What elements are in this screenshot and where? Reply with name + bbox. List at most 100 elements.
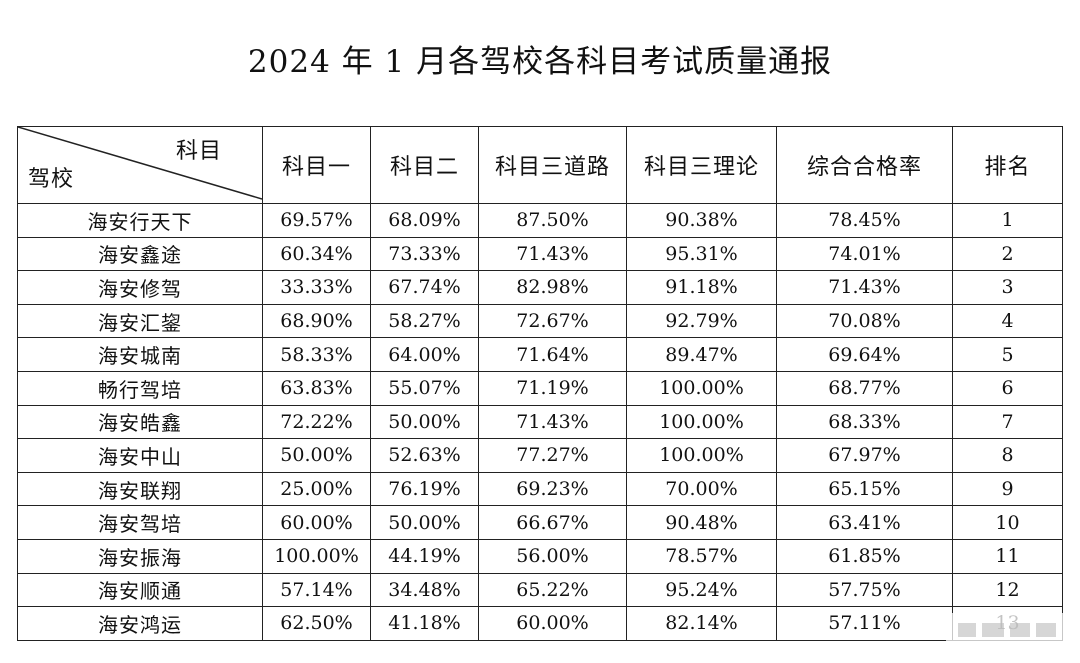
pass-rate-cell: 70.00% <box>626 471 777 507</box>
column-header: 科目二 <box>370 126 479 204</box>
school-name-cell: 海安皓鑫 <box>17 404 263 440</box>
pass-rate-cell: 60.00% <box>478 606 627 641</box>
column-header: 科目一 <box>262 126 371 204</box>
header-row: 科目 驾校 科目一 科目二 科目三道路 科目三理论 综合合格率 排名 <box>17 126 1063 204</box>
column-header: 排名 <box>952 126 1063 204</box>
pass-rate-cell: 87.50% <box>478 203 627 238</box>
pass-rate-cell: 63.83% <box>262 370 371 406</box>
pass-rate-cell: 58.33% <box>262 337 371 372</box>
pass-rate-cell: 78.57% <box>626 538 777 574</box>
school-name-cell: 海安顺通 <box>17 572 263 608</box>
pass-rate-cell: 90.38% <box>626 203 777 238</box>
school-name-cell: 海安行天下 <box>17 203 263 238</box>
pass-rate-cell: 52.63% <box>370 438 479 473</box>
pass-rate-cell: 90.48% <box>626 505 777 540</box>
pass-rate-cell: 66.67% <box>478 505 627 540</box>
pass-rate-cell: 50.00% <box>262 438 371 473</box>
pass-rate-cell: 91.18% <box>626 270 777 305</box>
pass-rate-cell: 78.45% <box>776 203 953 238</box>
table-row: 海安城南 58.33% 64.00% 71.64% 89.47% 69.64% 5 <box>17 337 1063 372</box>
pass-rate-cell: 68.33% <box>776 404 953 440</box>
rank-cell: 5 <box>952 337 1063 372</box>
school-name-cell: 海安汇鋆 <box>17 303 263 339</box>
pass-rate-cell: 63.41% <box>776 505 953 540</box>
pass-rate-cell: 41.18% <box>370 606 479 641</box>
page-title: 2024 年 1 月各驾校各科目考试质量通报 <box>247 44 833 80</box>
column-header: 科目三理论 <box>626 126 777 204</box>
rank-cell: 4 <box>952 303 1063 339</box>
table-row: 海安修驾 33.33% 67.74% 82.98% 91.18% 71.43% 3 <box>17 270 1063 305</box>
pass-rate-cell: 44.19% <box>370 538 479 574</box>
pass-rate-cell: 34.48% <box>370 572 479 608</box>
corner-school-label: 驾校 <box>28 167 75 192</box>
table-row: 海安中山 50.00% 52.63% 77.27% 100.00% 67.97% 8 <box>17 438 1063 473</box>
rank-cell: 10 <box>952 505 1063 540</box>
pass-rate-cell: 50.00% <box>370 404 479 440</box>
table-row: 海安驾培 60.00% 50.00% 66.67% 90.48% 63.41% 10 <box>17 505 1063 540</box>
table-row: 海安鑫途 60.34% 73.33% 71.43% 95.31% 74.01% 2 <box>17 236 1063 272</box>
pass-rate-cell: 82.14% <box>626 606 777 641</box>
pass-rate-cell: 95.31% <box>626 236 777 272</box>
pass-rate-cell: 71.19% <box>478 370 627 406</box>
school-name-cell: 海安中山 <box>17 438 263 473</box>
rank-cell: 11 <box>952 538 1063 574</box>
pass-rate-cell: 55.07% <box>370 370 479 406</box>
pass-rate-cell: 50.00% <box>370 505 479 540</box>
pass-rate-cell: 72.67% <box>478 303 627 339</box>
table-row: 海安汇鋆 68.90% 58.27% 72.67% 92.79% 70.08% 4 <box>17 303 1063 339</box>
pass-rate-cell: 100.00% <box>626 438 777 473</box>
pass-rate-cell: 62.50% <box>262 606 371 641</box>
school-name-cell: 海安城南 <box>17 337 263 372</box>
table-row: 海安振海 100.00% 44.19% 56.00% 78.57% 61.85% 11 <box>17 538 1063 574</box>
table-row: 海安皓鑫 72.22% 50.00% 71.43% 100.00% 68.33% 7 <box>17 404 1063 440</box>
pass-rate-cell: 58.27% <box>370 303 479 339</box>
rank-cell: 1 <box>952 203 1063 238</box>
diagonal-divider <box>18 127 262 200</box>
school-name-cell: 畅行驾培 <box>17 370 263 406</box>
pass-rate-cell: 77.27% <box>478 438 627 473</box>
pass-rate-cell: 71.43% <box>478 236 627 272</box>
school-name-cell: 海安振海 <box>17 538 263 574</box>
pass-rate-cell: 71.43% <box>478 404 627 440</box>
results-table: 科目 驾校 科目一 科目二 科目三道路 科目三理论 综合合格率 排名 海安行天下… <box>17 126 1063 641</box>
column-header: 科目三道路 <box>478 126 627 204</box>
pass-rate-cell: 65.22% <box>478 572 627 608</box>
pass-rate-cell: 73.33% <box>370 236 479 272</box>
pass-rate-cell: 64.00% <box>370 337 479 372</box>
pass-rate-cell: 69.57% <box>262 203 371 238</box>
corner-header-cell: 科目 驾校 <box>17 126 263 204</box>
school-name-cell: 海安联翔 <box>17 471 263 507</box>
corner-subject-label: 科目 <box>175 139 222 164</box>
pass-rate-cell: 57.14% <box>262 572 371 608</box>
table-row: 畅行驾培 63.83% 55.07% 71.19% 100.00% 68.77% 6 <box>17 370 1063 406</box>
pass-rate-cell: 65.15% <box>776 471 953 507</box>
school-name-cell: 海安鑫途 <box>17 236 263 272</box>
rank-cell: 8 <box>952 438 1063 473</box>
pass-rate-cell: 57.11% <box>776 606 953 641</box>
rank-cell: 12 <box>952 572 1063 608</box>
pass-rate-cell: 71.43% <box>776 270 953 305</box>
pass-rate-cell: 57.75% <box>776 572 953 608</box>
pass-rate-cell: 33.33% <box>262 270 371 305</box>
pass-rate-cell: 100.00% <box>626 404 777 440</box>
pass-rate-cell: 61.85% <box>776 538 953 574</box>
pass-rate-cell: 70.08% <box>776 303 953 339</box>
pass-rate-cell: 71.64% <box>478 337 627 372</box>
pass-rate-cell: 60.00% <box>262 505 371 540</box>
pass-rate-cell: 92.79% <box>626 303 777 339</box>
pass-rate-cell: 100.00% <box>626 370 777 406</box>
pass-rate-cell: 68.09% <box>370 203 479 238</box>
rank-cell: 7 <box>952 404 1063 440</box>
pass-rate-cell: 74.01% <box>776 236 953 272</box>
pass-rate-cell: 56.00% <box>478 538 627 574</box>
watermark-overlay <box>946 613 1066 643</box>
pass-rate-cell: 89.47% <box>626 337 777 372</box>
rank-cell: 6 <box>952 370 1063 406</box>
rank-cell: 9 <box>952 471 1063 507</box>
pass-rate-cell: 69.64% <box>776 337 953 372</box>
pass-rate-cell: 76.19% <box>370 471 479 507</box>
pass-rate-cell: 60.34% <box>262 236 371 272</box>
pass-rate-cell: 25.00% <box>262 471 371 507</box>
school-name-cell: 海安鸿运 <box>17 606 263 641</box>
